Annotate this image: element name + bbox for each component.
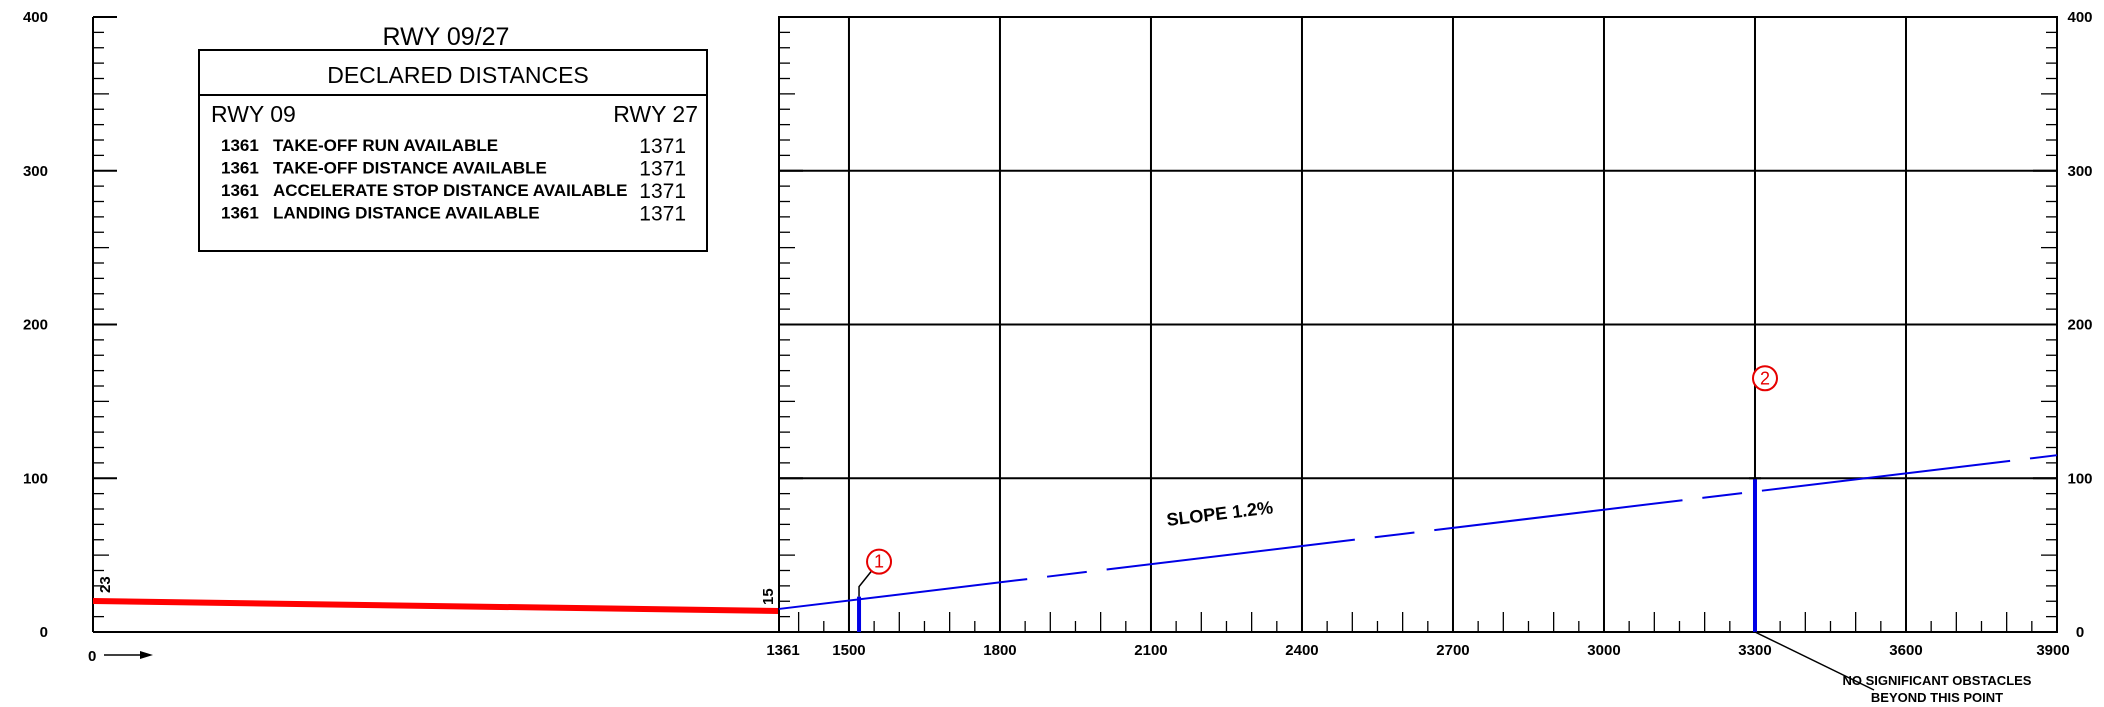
y-axis-ticks: 0 100 200 300 400 <box>779 9 2093 641</box>
table-row-label: ACCELERATE STOP DISTANCE AVAILABLE <box>273 181 628 200</box>
obstacle-leader <box>858 571 872 597</box>
x-tick-label: 2700 <box>1436 642 1469 659</box>
x-axis-ticks: 1361 1500 1800 2100 2400 2700 3000 3300 3600 3900 <box>766 612 2070 659</box>
table-rows: 1361 TAKE-OFF RUN AVAILABLE 1371 1361 TAKE-O… <box>221 135 686 226</box>
table-row-label: TAKE-OFF RUN AVAILABLE <box>273 136 498 155</box>
x-tick-label-start: 1361 <box>766 642 799 659</box>
table-row-rwy27-value: 1371 <box>639 135 686 158</box>
obstacle-marker <box>1751 365 1778 392</box>
declared-distances-table: DECLARED DISTANCES RWY 09 RWY 27 1361 TAK… <box>198 49 708 252</box>
slope-label: SLOPE 1.2% <box>1165 497 1274 530</box>
table-heading: DECLARED DISTANCES <box>327 62 589 88</box>
table-row-label: TAKE-OFF DISTANCE AVAILABLE <box>273 159 547 178</box>
right-y-tick-label: 300 <box>2067 163 2092 180</box>
left-y-ticks: 0 100 200 300 400 <box>23 9 117 641</box>
chart-title: RWY 09/27 <box>383 23 510 51</box>
note-line-2: BEYOND THIS POINT <box>1871 690 2003 705</box>
x-tick-label: 1800 <box>983 642 1016 659</box>
obstacle-note: NO SIGNIFICANT OBSTACLES BEYOND THIS POI… <box>1754 631 2032 705</box>
left-y-tick-label: 200 <box>23 317 48 334</box>
right-y-tick-label: 400 <box>2067 9 2092 26</box>
table-row-rwy27-value: 1371 <box>639 203 686 226</box>
left-y-tick-label: 100 <box>23 470 48 487</box>
x-tick-label: 3600 <box>1889 642 1922 659</box>
x-tick-label: 3900 <box>2036 642 2069 659</box>
runway-start-elevation: 23 <box>97 576 114 593</box>
note-leader-line <box>1754 631 1875 691</box>
table-left-header: RWY 09 <box>211 101 296 127</box>
table-right-header: RWY 27 <box>613 101 698 127</box>
x-tick-label: 3000 <box>1587 642 1620 659</box>
chart-grid <box>778 16 2058 633</box>
obstacle-marker <box>866 548 893 575</box>
table-row-rwy09-value: 1361 <box>221 204 259 223</box>
table-row-rwy09-value: 1361 <box>221 159 259 178</box>
obstacles: 12 <box>857 365 1778 632</box>
slope-segment <box>778 454 2058 610</box>
right-y-tick-label: 200 <box>2067 317 2092 334</box>
x-tick-label: 2400 <box>1285 642 1318 659</box>
x-tick-label: 3300 <box>1738 642 1771 659</box>
runway-end-elevation: 15 <box>760 588 777 605</box>
runway-profile <box>92 598 780 614</box>
obstacle-marker-label: 2 <box>1760 368 1770 388</box>
slope-line <box>778 454 2058 610</box>
x-tick-label: 2100 <box>1134 642 1167 659</box>
table-row-rwy27-value: 1371 <box>639 158 686 181</box>
origin-label: 0 <box>88 648 96 665</box>
left-y-tick-label: 300 <box>23 163 48 180</box>
left-y-tick-label: 0 <box>40 624 48 641</box>
table-row-label: LANDING DISTANCE AVAILABLE <box>273 204 540 223</box>
table-row-rwy09-value: 1361 <box>221 136 259 155</box>
right-y-tick-label: 0 <box>2076 624 2084 641</box>
right-y-tick-label: 100 <box>2067 470 2092 487</box>
table-row-rwy27-value: 1371 <box>639 180 686 203</box>
table-row-rwy09-value: 1361 <box>221 181 259 200</box>
origin-arrow-head <box>140 651 153 659</box>
x-tick-label: 1500 <box>832 642 865 659</box>
left-y-tick-label: 400 <box>23 9 48 26</box>
obstacle-marker-label: 1 <box>874 552 884 572</box>
note-line-1: NO SIGNIFICANT OBSTACLES <box>1843 673 2032 688</box>
